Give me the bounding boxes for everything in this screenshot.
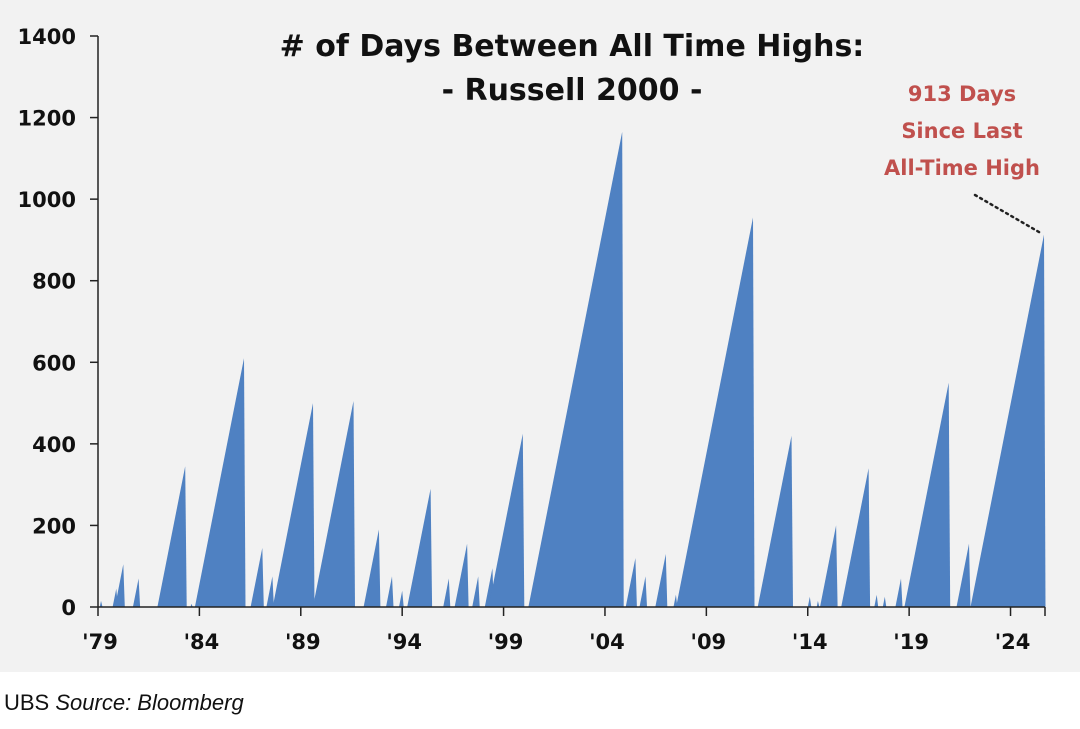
drawdown-spike	[472, 576, 480, 607]
y-tick-label: 1200	[18, 107, 76, 131]
source-text: Source: Bloomberg	[55, 690, 244, 715]
y-tick-label: 800	[32, 270, 76, 294]
x-tick-label: '09	[691, 630, 727, 654]
drawdown-spike	[807, 596, 812, 607]
drawdown-spike	[639, 576, 647, 607]
drawdown-spike	[970, 234, 1046, 607]
drawdown-spike	[956, 543, 971, 607]
drawdown-spike	[114, 564, 125, 607]
source-footer: UBS Source: Bloomberg	[4, 690, 244, 716]
annotation: 913 Days Since Last All-Time High	[884, 82, 1042, 234]
area-series	[99, 131, 1046, 608]
x-tick-label: '94	[386, 630, 422, 654]
x-tick-label: '84	[184, 630, 220, 654]
drawdown-spike	[895, 578, 903, 607]
x-tick-label: '89	[285, 630, 321, 654]
drawdown-spike	[874, 594, 879, 607]
drawdown-spike	[673, 594, 678, 607]
y-tick-label: 1000	[18, 188, 76, 212]
chart: 0 200 400 600 800 1000 1200 1400 '79 '84 '89 '94 '9…	[18, 25, 1046, 654]
drawdown-spike	[841, 468, 871, 607]
x-tick-label: '04	[589, 630, 625, 654]
drawdown-spike	[363, 529, 381, 607]
annotation-line-1: 913 Days	[908, 82, 1016, 106]
x-tick-label: '24	[995, 630, 1031, 654]
x-axis-ticks: '79 '84 '89 '94 '99 '04 '09 '14 '19 '24	[82, 607, 1046, 654]
drawdown-spike	[816, 600, 820, 607]
y-tick-label: 600	[32, 351, 76, 375]
annotation-line-2: Since Last	[901, 119, 1022, 143]
chart-title-line-1: # of Days Between All Time Highs:	[280, 29, 865, 64]
x-tick-label: '19	[893, 630, 929, 654]
annotation-pointer	[973, 193, 1042, 234]
drawdown-spike	[399, 590, 404, 607]
drawdown-spike	[157, 466, 187, 607]
drawdown-spike	[190, 603, 193, 607]
drawdown-spike	[132, 578, 141, 607]
drawdown-spike	[250, 547, 264, 607]
drawdown-spike	[655, 554, 668, 607]
drawdown-spike	[820, 525, 838, 607]
drawdown-spike	[194, 358, 246, 607]
drawdown-spike	[454, 543, 469, 607]
x-tick-label: '79	[82, 630, 118, 654]
drawdown-spike	[904, 382, 951, 607]
drawdown-spike	[488, 433, 525, 607]
y-tick-label: 400	[32, 433, 76, 457]
chart-title: # of Days Between All Time Highs: - Russe…	[280, 29, 865, 108]
drawdown-spike	[386, 576, 394, 607]
drawdown-spike	[625, 558, 637, 607]
annotation-line-3: All-Time High	[884, 156, 1040, 180]
x-tick-label: '99	[488, 630, 524, 654]
y-tick-label: 1400	[18, 25, 76, 49]
drawdown-spike	[757, 435, 793, 607]
axes	[97, 36, 1045, 608]
drawdown-spike	[443, 578, 451, 607]
y-tick-label: 200	[32, 514, 76, 538]
chart-title-line-2: - Russell 2000 -	[442, 73, 703, 108]
drawdown-spike	[882, 596, 887, 607]
source-org: UBS	[4, 690, 50, 715]
drawdown-spike	[99, 600, 103, 607]
drawdown-spike	[266, 576, 274, 607]
drawdown-spike	[312, 401, 355, 607]
drawdown-spike	[528, 131, 624, 608]
drawdown-spike	[407, 488, 433, 607]
y-axis-ticks: 0 200 400 600 800 1000 1200 1400	[18, 25, 98, 620]
drawdown-spike	[676, 217, 755, 607]
x-tick-label: '14	[792, 630, 828, 654]
drawdown-spike	[272, 403, 315, 607]
y-tick-label: 0	[61, 596, 76, 620]
